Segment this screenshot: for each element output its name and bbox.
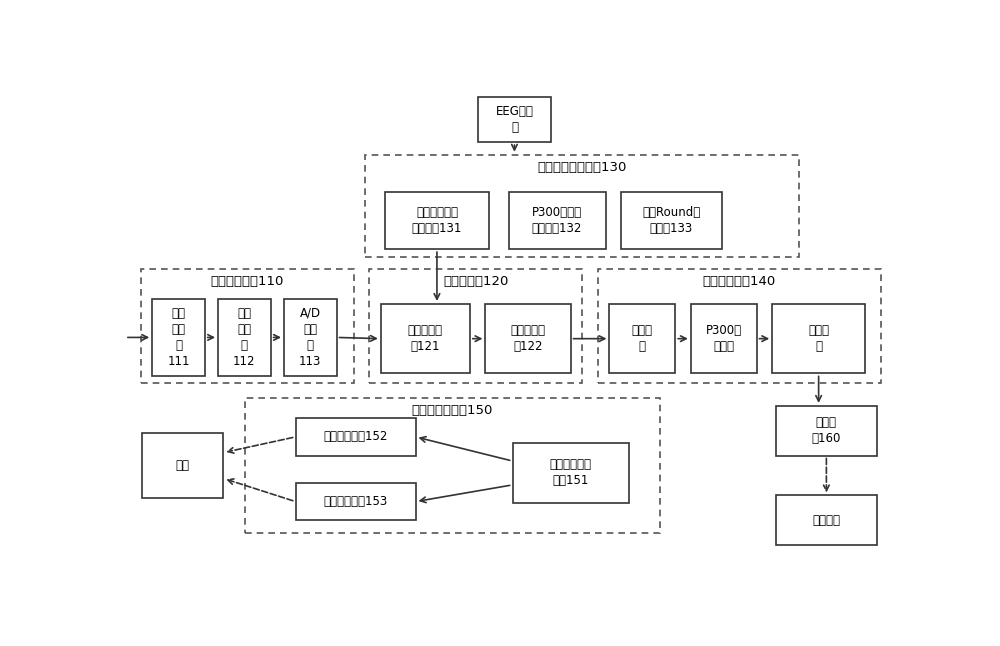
Text: 阻抗检测模
块121: 阻抗检测模 块121 [408,324,443,353]
Bar [152,299,205,376]
Text: 控制模
块160: 控制模 块160 [812,416,841,445]
Bar [598,269,881,384]
Bar [218,299,271,376]
Bar [509,192,606,249]
Text: 触听觉刺激模块150: 触听觉刺激模块150 [412,404,493,417]
Text: 最优Round选
择模块133: 最优Round选 择模块133 [642,206,700,235]
Bar [142,433,223,498]
Bar [365,154,799,256]
Bar [485,304,571,373]
Bar [296,483,416,520]
Text: EEG数据
库: EEG数据 库 [496,105,533,134]
Bar [691,304,757,373]
Bar [296,418,416,455]
Bar [772,304,865,373]
Text: 最优电极通道
选择模块131: 最优电极通道 选择模块131 [412,206,462,235]
Text: P300特
征提取: P300特 征提取 [706,324,742,353]
Text: 用户: 用户 [176,459,190,472]
Bar [478,98,551,142]
Text: 带通滤
波: 带通滤 波 [632,324,653,353]
Text: A/D
转换
器
113: A/D 转换 器 113 [299,307,321,368]
Bar [512,443,629,503]
Bar [369,269,582,384]
Text: 参数设置模
块122: 参数设置模 块122 [511,324,546,353]
Bar [621,192,722,249]
Text: 信号采集模块110: 信号采集模块110 [210,275,284,288]
Bar [245,399,660,533]
Bar [284,299,337,376]
Text: 听觉刺激模块153: 听觉刺激模块153 [323,495,388,508]
Text: 脑电
采集
器
111: 脑电 采集 器 111 [167,307,190,368]
Bar [776,495,877,545]
Text: 信号处理模块140: 信号处理模块140 [703,275,776,288]
Text: P300分类器
训练模块132: P300分类器 训练模块132 [532,206,582,235]
Text: 参数离线训练模块130: 参数离线训练模块130 [538,161,627,174]
Text: 分类识
别: 分类识 别 [808,324,829,353]
Bar [385,192,489,249]
Bar [609,304,675,373]
Bar [776,406,877,455]
Text: 脑电
放大
器
112: 脑电 放大 器 112 [233,307,256,368]
Bar [381,304,470,373]
Text: 随机编码生成
模块151: 随机编码生成 模块151 [550,459,592,488]
Bar [140,269,354,384]
Text: 触觉刺激模块152: 触觉刺激模块152 [323,430,388,443]
Text: 智能轮椅: 智能轮椅 [812,514,840,526]
Text: 初始化模块120: 初始化模块120 [443,275,508,288]
